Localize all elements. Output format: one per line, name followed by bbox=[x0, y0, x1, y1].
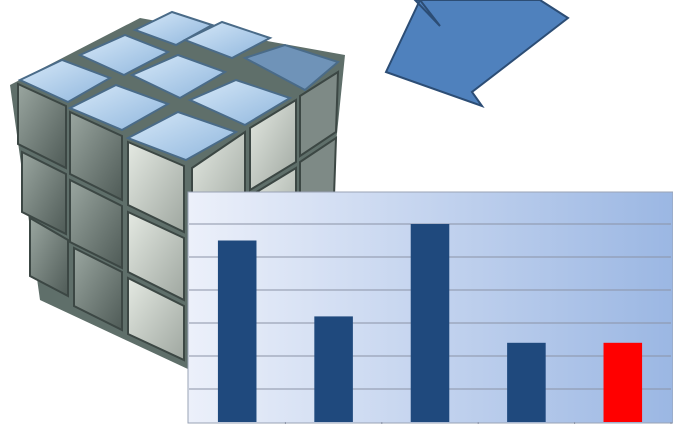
bar-chart bbox=[187, 191, 673, 425]
bar bbox=[410, 224, 450, 422]
cube-top-layer bbox=[17, 10, 341, 162]
arrow-icon bbox=[384, 0, 570, 109]
bar bbox=[507, 342, 546, 422]
bars bbox=[217, 224, 643, 422]
bar bbox=[217, 240, 257, 422]
cube-left-faces bbox=[17, 82, 185, 362]
bar-highlighted bbox=[603, 342, 643, 422]
bar bbox=[314, 316, 353, 422]
chart-panel bbox=[187, 191, 673, 425]
